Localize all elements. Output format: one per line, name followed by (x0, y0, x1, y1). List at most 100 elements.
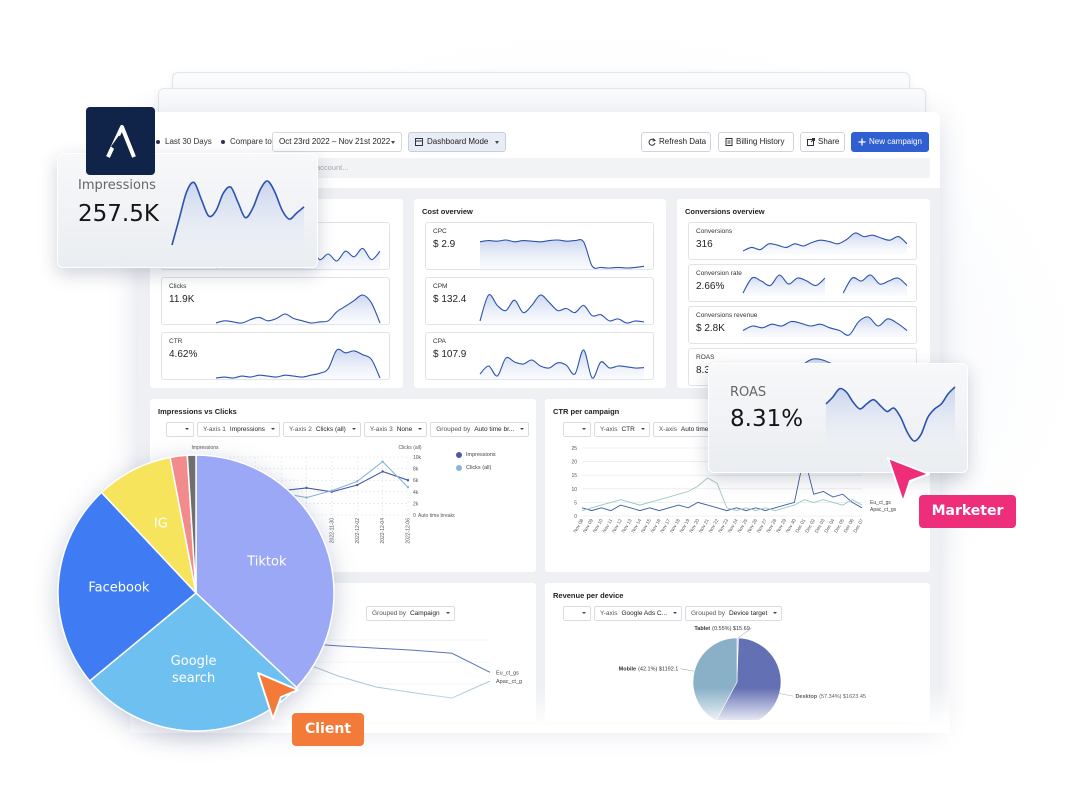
data-point (381, 460, 384, 463)
metric-tile: Conversions 316 (688, 222, 917, 260)
sparkline-area (743, 274, 907, 296)
mode-icon (415, 138, 423, 146)
compare-range: Oct 23rd 2022 – Nov 21st 2022 (279, 137, 391, 146)
y-tick-label: 10 (571, 487, 577, 493)
metric-tile: CPC $ 2.9 (425, 222, 654, 271)
x-tick-label: 2022-12-06 (406, 518, 412, 544)
slice-category: Mobile (619, 667, 636, 673)
metric-label: Conversions revenue (696, 312, 758, 319)
sparkline (742, 232, 908, 252)
sparkline (825, 386, 956, 442)
dropdown-value: Clicks (all) (315, 426, 346, 433)
search-bar[interactable]: account... (150, 158, 930, 178)
compare-dropdown[interactable]: Oct 23rd 2022 – Nov 21st 2022 (272, 132, 402, 152)
dropdown-label: Y-axis (600, 610, 618, 617)
dropdown-label: Y-axis 3 (369, 426, 393, 433)
dropdown[interactable]: Y-axis 1 Impressions (197, 422, 280, 437)
metric-sparkline (479, 294, 645, 326)
billing-icon (725, 138, 733, 146)
sparkline (742, 316, 908, 336)
x-tick-label: 2022-12-02 (355, 518, 361, 544)
sparkline-area (826, 387, 955, 444)
dropdown[interactable]: Y-axis CTR (594, 422, 650, 437)
metric-label: CPC (433, 228, 447, 235)
metric-label: ROAS (696, 354, 715, 361)
dropdown[interactable]: Y-axis 3 None (363, 422, 428, 437)
compare-label: Compare to: (230, 137, 275, 146)
sparkline-area (216, 294, 380, 326)
sparkline-area (480, 239, 644, 271)
chart-controls: Y-axis Google Ads C... Grouped by Device ta… (563, 606, 783, 621)
sparkline-area (743, 232, 907, 254)
metric-label: Clicks (169, 283, 187, 290)
dropdown[interactable]: Y-axis Google Ads C... (594, 606, 682, 621)
dropdown[interactable]: Grouped by Auto time br... (430, 422, 530, 437)
marketer-tag: Marketer (919, 495, 1016, 528)
sparkline-area (480, 349, 644, 381)
chart-type-button[interactable] (563, 422, 591, 437)
panel-title: Cost overview (422, 207, 473, 216)
metric-value: $ 2.9 (433, 239, 456, 250)
sparkline-area (743, 316, 907, 338)
pie-label: Google search (170, 654, 217, 687)
sparkline (215, 294, 381, 324)
chart-type-button[interactable] (166, 422, 194, 437)
data-point (406, 485, 410, 489)
dropdown-value: Impressions (229, 426, 265, 433)
sparkline (479, 294, 645, 324)
data-point (305, 496, 308, 499)
chart-controls: Grouped by Campaign (366, 606, 455, 621)
legend-label: Impressions (466, 452, 496, 458)
pie-slice (186, 454, 197, 594)
logo (86, 107, 155, 175)
button-label: Share (818, 137, 840, 146)
dropdown-value: CTR (621, 426, 635, 433)
legend-label: Clicks (all) (466, 465, 492, 471)
share-icon (807, 138, 815, 146)
kpi-value: 8.31% (730, 406, 804, 432)
metric-value: $ 107.9 (433, 349, 467, 360)
y-tick-label: 0 (574, 514, 577, 520)
dropdown-value: Campaign (409, 610, 440, 617)
dropdown-value: Device target (728, 610, 768, 617)
dropdown-label: Y-axis (600, 426, 618, 433)
refresh-button[interactable]: Refresh Data (641, 132, 711, 152)
bullet (221, 140, 225, 144)
metric-label: Conversion rate (696, 270, 742, 277)
slice-label: Mobile (42.1%) $1192.1 (619, 667, 679, 673)
metric-label: CPA (433, 338, 446, 345)
share-button[interactable]: Share (800, 132, 845, 152)
dropdown[interactable]: Grouped by Device target (685, 606, 783, 621)
new-campaign-button[interactable]: New campaign (851, 132, 929, 152)
series-line (581, 477, 863, 512)
dropdown[interactable]: X-axis Auto time (652, 422, 724, 437)
sparkline (215, 348, 381, 379)
panel-title: Conversions overview (685, 207, 765, 216)
date-range[interactable]: Last 30 Days (165, 137, 212, 146)
data-point (305, 486, 308, 490)
metric-tile: CPA $ 107.9 (425, 332, 654, 381)
sparkline (171, 180, 305, 246)
x-tick-label: 2022-12-04 (380, 518, 386, 544)
dropdown[interactable]: Y-axis 2 Clicks (all) (282, 422, 361, 437)
chart-controls: Y-axis CTR X-axis Auto time (563, 422, 724, 437)
series-label: Eu_ct_gs (870, 500, 891, 506)
cost-panel: Cost overview CPC $ 2.9 CPM $ 132.4 CPA $ 107.… (414, 199, 666, 388)
button-label: Refresh Data (659, 137, 707, 146)
chart-type-button[interactable] (563, 606, 591, 621)
metric-sparkline (215, 348, 381, 381)
metric-sparkline (742, 274, 908, 296)
legend: Impressions Clicks (all) (456, 452, 496, 478)
dropdown-label: Y-axis 1 (203, 426, 226, 433)
dropdown[interactable]: Grouped by Campaign (366, 606, 455, 621)
series-label: Apac_ct_gs (870, 507, 897, 513)
channel-pie (57, 454, 335, 732)
mode-dropdown[interactable]: Dashboard Mode (408, 132, 506, 152)
slice-label: Tablet (0.55%) $15.69 (694, 626, 749, 632)
data-point (406, 479, 410, 482)
billing-button[interactable]: Billing History (718, 132, 794, 152)
dropdown-label: X-axis (658, 426, 677, 433)
metric-value: $ 2.8K (696, 323, 725, 334)
client-tag: Client (292, 713, 364, 746)
